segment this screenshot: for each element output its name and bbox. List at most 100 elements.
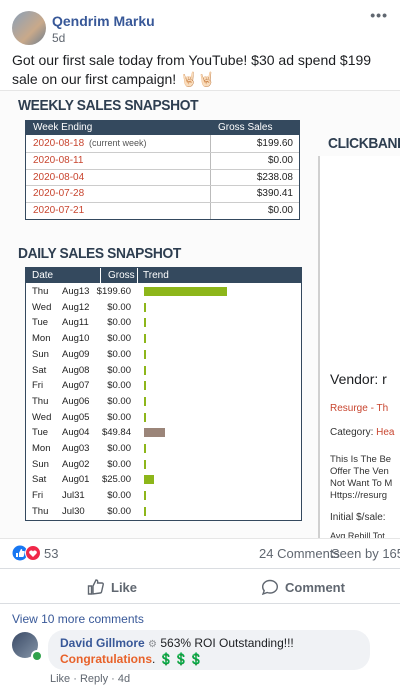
day: Sun — [32, 458, 49, 470]
comment-bubble: David Gillmore ⚙ 563% ROI Outstanding!!!… — [48, 630, 370, 670]
post-image[interactable]: WEEKLY SALES SNAPSHOT Week Ending Gross S… — [0, 90, 400, 539]
date: Aug05 — [62, 411, 90, 423]
gross: $49.84 — [101, 427, 131, 439]
description-line: This Is The Be — [330, 454, 392, 465]
trend-bar — [144, 381, 146, 391]
day: Fri — [32, 490, 44, 502]
category: Category: Hea — [330, 427, 395, 438]
commenter-name[interactable]: David Gillmore — [60, 636, 145, 650]
comment-label: Comment — [285, 580, 345, 595]
trend-bar — [144, 396, 146, 406]
row-rule — [26, 185, 299, 187]
date: Aug13 — [62, 286, 90, 297]
week-date: 2020-08-11 — [33, 154, 84, 166]
trend-bar — [144, 444, 146, 453]
weekly-title: WEEKLY SALES SNAPSHOT — [18, 97, 199, 114]
comment-text: 563% ROI Outstanding!!! — [160, 636, 294, 650]
trend-bar — [144, 302, 146, 312]
trend-bar — [144, 318, 146, 328]
date: Jul31 — [62, 490, 85, 502]
column-rule — [137, 268, 138, 283]
daily-title: DAILY SALES SNAPSHOT — [18, 245, 181, 262]
day: Mon — [32, 443, 51, 454]
trend-bar — [144, 365, 146, 375]
week-gross: $0.00 — [267, 205, 293, 217]
week-date: 2020-07-21 — [33, 205, 85, 217]
description: This Is The Be Offer The Ven Not Want To M… — [330, 454, 392, 502]
comment-count[interactable]: 24 Comments — [259, 546, 340, 561]
reaction-count[interactable]: 53 — [44, 546, 59, 561]
date: Aug01 — [62, 474, 90, 486]
gross: $0.00 — [107, 411, 131, 423]
like-button[interactable]: Like — [87, 579, 137, 595]
post-text: Got our first sale today from YouTube! $… — [12, 52, 372, 87]
author-avatar[interactable] — [12, 11, 46, 45]
week-date: 2020-08-18 — [33, 138, 85, 149]
trend-bar — [144, 334, 146, 344]
divider — [0, 568, 400, 569]
gross: $0.00 — [107, 301, 131, 313]
initial-sale: Initial $/sale: — [330, 512, 386, 523]
comment-emoji: 💲💲💲 — [158, 652, 204, 666]
gross: $0.00 — [107, 490, 131, 502]
day: Sat — [32, 364, 47, 376]
online-dot — [31, 650, 43, 662]
comment-end: . — [152, 652, 156, 666]
day: Thu — [32, 505, 49, 517]
date: Aug03 — [62, 443, 90, 454]
row-rule — [26, 168, 299, 170]
trend-bar — [144, 506, 146, 516]
category-value: Hea — [376, 427, 395, 438]
trend-bar — [144, 412, 146, 422]
rebill: Avg Rebill Tot — [330, 531, 385, 539]
gross: $25.00 — [101, 474, 131, 486]
clickbank-title: CLICKBANK I — [328, 135, 400, 152]
date: Aug07 — [62, 380, 90, 392]
gross: $0.00 — [107, 317, 131, 329]
description-line: Https://resurg — [330, 490, 388, 501]
week-gross: $199.60 — [256, 138, 293, 149]
like-label: Like — [111, 580, 138, 595]
gross: $0.00 — [107, 348, 131, 360]
date: Aug04 — [62, 427, 90, 439]
clickbank-panel: Vendor: r Resurge - Th Category: Hea Thi… — [318, 156, 400, 539]
product: Resurge - Th — [330, 403, 389, 414]
view-more-comments[interactable]: View 10 more comments — [12, 612, 144, 626]
gross: $0.00 — [107, 458, 131, 470]
trend-bar — [144, 491, 146, 501]
header-cell: Gross Sales — [218, 122, 273, 133]
post-time[interactable]: 5d — [52, 31, 66, 45]
seen-count[interactable]: Seen by 165 — [331, 546, 400, 561]
description-line: Not Want To M — [330, 478, 393, 489]
header-cell: Date — [32, 270, 54, 281]
trend-bar — [144, 287, 227, 296]
gross: $0.00 — [107, 364, 131, 376]
comment-highlight: Congratulations — [60, 652, 152, 666]
week-note: (current week) — [89, 138, 147, 148]
trend-bar — [144, 459, 146, 469]
day: Tue — [32, 317, 49, 329]
row-rule — [26, 151, 299, 153]
comment-body: David Gillmore ⚙ 563% ROI Outstanding!!!… — [60, 636, 360, 667]
column-rule — [210, 135, 211, 219]
author-name[interactable]: Qendrim Marku — [52, 13, 155, 29]
row-rule — [26, 202, 299, 204]
comment-meta[interactable]: Like · Reply · 4d — [50, 673, 131, 685]
reaction-icons[interactable] — [12, 545, 42, 566]
like-icon — [87, 579, 104, 595]
header-cell: Trend — [143, 270, 169, 281]
category-label: Category: — [330, 427, 377, 438]
reaction-svg — [12, 545, 41, 561]
date: Aug10 — [62, 333, 90, 345]
more-menu[interactable]: ••• — [370, 7, 388, 23]
week-gross: $0.00 — [267, 154, 293, 166]
comment-button[interactable]: Comment — [261, 579, 345, 596]
description-line: Offer The Ven — [330, 466, 389, 477]
gross: $0.00 — [107, 395, 131, 407]
divider — [0, 603, 400, 604]
trend-bar — [144, 428, 165, 438]
day: Tue — [32, 427, 49, 439]
day: Wed — [32, 301, 52, 313]
